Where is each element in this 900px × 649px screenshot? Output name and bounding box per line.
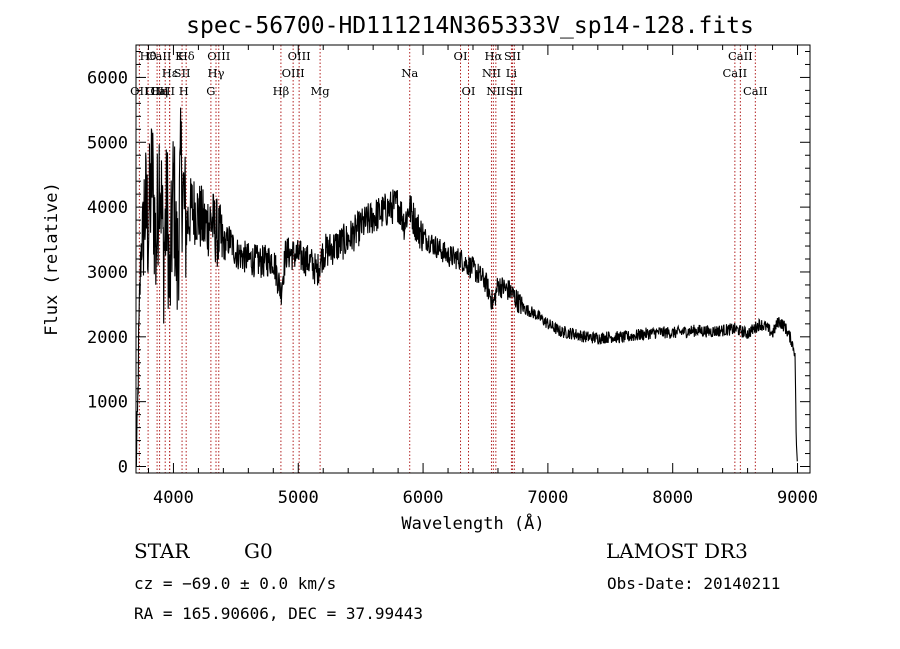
spectral-line-label: Hε <box>162 66 178 80</box>
object-class: STAR <box>134 539 190 563</box>
y-axis-title: Flux (relative) <box>42 182 62 336</box>
x-tick-label: 4000 <box>153 488 194 508</box>
spectral-line-label: SII <box>504 49 521 63</box>
spectral-line-label: OIII <box>146 84 169 98</box>
obs-date-text: Obs-Date: 20140211 <box>607 574 780 593</box>
redshift-text: cz = −69.0 ± 0.0 km/s <box>134 574 336 593</box>
spectral-line-label: G <box>206 84 215 98</box>
y-tick-label: 3000 <box>87 263 128 283</box>
spectral-line-label: CaII <box>743 84 768 98</box>
y-tick-label: 6000 <box>87 68 128 88</box>
spectral-line-label: NII <box>486 84 505 98</box>
spectral-line-label: Hη <box>151 84 168 98</box>
spectrum-series-line <box>135 107 798 467</box>
spectral-line-label: OI <box>462 84 476 98</box>
spectral-line-label: Hθ <box>140 49 157 63</box>
y-tick-label: 4000 <box>87 198 128 218</box>
spectral-line-label: CaII H <box>150 84 188 98</box>
spectral-line-label: OIII <box>288 49 311 63</box>
x-tick-label: 8000 <box>652 488 693 508</box>
spectral-line-label: Hδ <box>178 49 195 63</box>
spectral-line-label: OIII <box>207 49 230 63</box>
spectral-line-label: Hβ <box>273 84 290 98</box>
y-axis: 0 1000 2000 3000 4000 5000 6000 <box>87 50 810 478</box>
x-tick-label: 9000 <box>777 488 818 508</box>
spectral-line-label: OIII <box>282 66 305 80</box>
y-tick-label: 1000 <box>87 393 128 413</box>
x-tick-label: 5000 <box>278 488 319 508</box>
y-tick-label: 2000 <box>87 328 128 348</box>
spectral-line-label: SII <box>506 84 523 98</box>
coordinates-text: RA = 165.90606, DEC = 37.99443 <box>134 604 423 623</box>
spectral-line-label: NII <box>482 66 501 80</box>
spectral-line-label: Li <box>506 66 518 80</box>
chart-title: spec-56700-HD111214N365333V_sp14-128.fit… <box>186 13 754 39</box>
spectral-line-label: Hγ <box>208 66 225 80</box>
x-tick-label: 6000 <box>403 488 444 508</box>
spectral-line-label: CaII K <box>147 49 184 63</box>
spectral-line-label: OI <box>454 49 468 63</box>
spectral-line-label: SII <box>174 66 191 80</box>
survey-name: LAMOST DR3 <box>606 539 748 563</box>
spectral-line-label: OII <box>130 84 149 98</box>
spectral-line-label: Mg <box>311 84 331 98</box>
y-tick-label: 0 <box>118 458 128 478</box>
object-subclass: G0 <box>244 539 273 563</box>
x-tick-label: 7000 <box>527 488 568 508</box>
spectral-line-label: Na <box>401 66 418 80</box>
spectral-line-label: Hα <box>484 49 502 63</box>
x-axis: 4000 5000 6000 7000 8000 9000 <box>147 45 818 508</box>
spectral-line-label: CaII <box>722 66 747 80</box>
x-axis-title: Wavelength (Å) <box>401 512 544 534</box>
spectral-line-label: CaII <box>728 49 753 63</box>
y-tick-label: 5000 <box>87 133 128 153</box>
